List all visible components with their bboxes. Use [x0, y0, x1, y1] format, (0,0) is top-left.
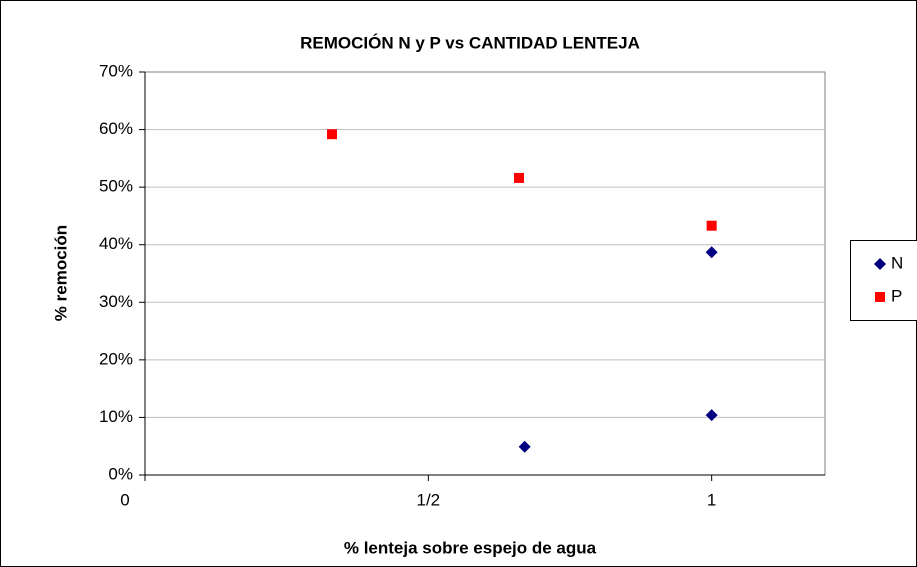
legend-marker [874, 258, 886, 270]
x-tick-label: 1/2 [417, 490, 441, 509]
legend [850, 240, 917, 321]
y-tick-label: 0% [108, 464, 133, 483]
legend-marker [875, 292, 885, 302]
plot-area [144, 71, 826, 476]
point [518, 440, 531, 453]
y-tick-label: 10% [99, 407, 133, 426]
y-tick-label: 30% [99, 292, 133, 311]
chart-title: REMOCIÓN N y P vs CANTIDAD LENTEJA [300, 33, 640, 52]
y-tick-label: 40% [99, 234, 133, 253]
y-tick-label: 20% [99, 349, 133, 368]
x-axis-label: % lenteja sobre espejo de agua [344, 538, 597, 557]
y-axis-label: % remoción [51, 225, 70, 321]
legend-label: P [891, 286, 902, 305]
point [514, 172, 524, 183]
point [705, 246, 718, 259]
x-tick-label: 0 [120, 490, 129, 509]
point [705, 409, 718, 422]
x-tick-label: 1 [707, 490, 716, 509]
legend-label: N [891, 253, 903, 272]
y-tick-label: 70% [99, 61, 133, 80]
point [327, 129, 337, 140]
point [706, 220, 717, 231]
y-tick-label: 50% [99, 177, 133, 196]
y-tick-label: 60% [99, 119, 133, 138]
